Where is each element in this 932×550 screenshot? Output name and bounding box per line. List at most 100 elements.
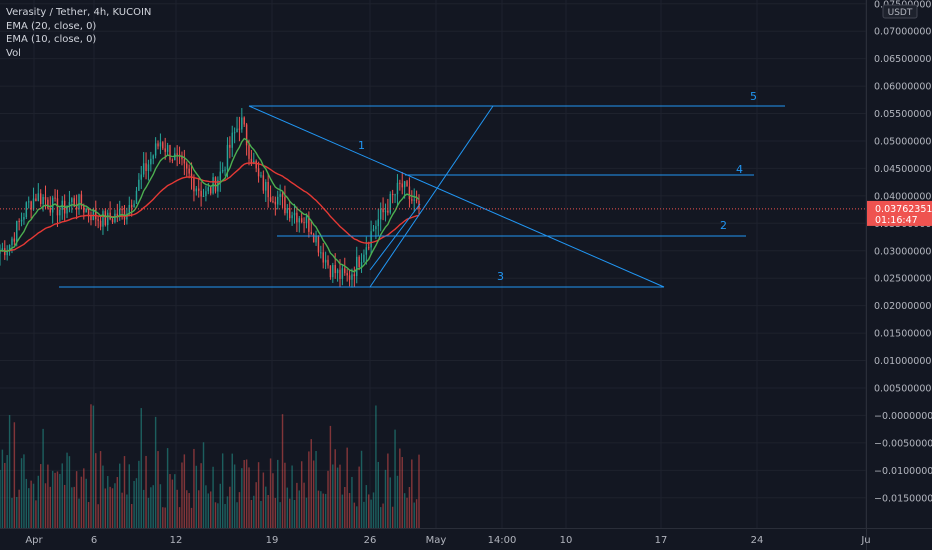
candle-body [97,219,99,221]
candle-body [339,269,341,279]
price-tick-label: 0.05000000 [874,136,931,147]
candle-body [284,196,286,214]
candle-body [281,194,284,197]
volume-bar [25,478,28,528]
volume-bar [391,506,394,528]
candle-body [47,199,49,208]
candle-body [111,219,114,223]
volume-bar [140,408,142,528]
candle-body [32,198,35,210]
price-tick-label: 0.04500000 [874,164,931,175]
time-axis[interactable]: Apr 6 12 19 26 May 14:00 10 17 24 Ju [25,535,870,546]
volume-bar [118,463,121,528]
indicator-volume[interactable]: Vol [6,47,21,59]
candle-body [78,194,80,210]
volume-bar [178,507,181,528]
drawings[interactable]: 1 2 3 4 5 [59,90,785,288]
volume-bar [408,486,411,528]
volume-bar [312,460,315,528]
volume-bar [322,493,324,528]
channel-lower[interactable] [369,203,421,271]
volume-bar [63,484,66,528]
volume-bar [243,460,245,528]
volume-bar [162,507,164,528]
candle-body [83,206,85,213]
current-price-badge [867,200,932,226]
candle-body [346,273,348,276]
candle-body [133,203,135,208]
volume-bar [315,450,317,528]
candle-body [44,196,47,200]
volume-bar [365,485,368,528]
channel-upper[interactable] [369,105,494,288]
volume-bar [49,486,51,528]
candle-body [387,210,389,213]
volume-bar [205,485,207,528]
candle-body [382,208,384,213]
volume-bar [111,488,114,528]
candle-body [248,145,250,159]
price-tick-label: 0.02500000 [874,274,931,285]
volume-bar [351,476,353,528]
candle-body [365,247,368,255]
time-tick-label: 12 [170,535,183,546]
candle-body [394,194,396,196]
currency-badge[interactable] [882,4,918,19]
volume-bar [85,478,87,528]
candle-body [59,209,61,216]
volume-bar [11,497,13,528]
time-tick-label: 6 [91,535,97,546]
volume-bar [186,490,188,528]
candle-body [54,197,56,199]
candle-body [243,117,245,125]
volume-bar [39,464,42,528]
volume-bar [372,492,375,528]
trendline-1[interactable] [248,105,665,288]
volume-bar [272,473,274,528]
ema10-line [0,137,420,273]
candle-body [360,262,363,268]
candle-body [272,201,274,203]
volume-bar [114,483,116,528]
candle-body [300,218,303,223]
volume-bar [344,486,346,528]
price-axis[interactable]: 0.075000000.070000000.065000000.06000000… [867,0,932,504]
volume-bar [145,455,147,528]
volume-bar [377,461,380,528]
candle-body [159,142,162,147]
volume-bar [18,489,20,528]
candle-body [164,148,166,152]
volume-bar [6,455,8,528]
indicator-ema20[interactable]: EMA (20, close, 0) [6,20,97,32]
candle-body [348,275,351,280]
time-tick-label: 19 [266,535,279,546]
volume-bar [123,456,126,528]
candle-body [99,220,102,227]
volume-bar [133,480,135,528]
volume-bar [30,480,32,528]
candle-body [154,143,157,156]
volume-bar [61,463,63,528]
candle-body [198,188,200,191]
volume-bar [221,453,224,528]
countdown-label: 01:16:47 [875,215,918,226]
volume-bar [35,500,37,528]
candle-body [11,238,13,245]
volume-bar [23,454,25,528]
volume-bar [42,428,44,528]
volume-bar [0,469,1,528]
volume-bar [286,487,289,528]
candle-body [286,208,289,214]
volume-bar [92,405,95,528]
volume-bars [0,404,420,528]
volume-bar [303,482,305,528]
volume-bar [66,452,68,528]
candle-body [176,153,178,155]
volume-bar [128,464,131,528]
volume-bar [336,467,339,528]
indicator-ema10[interactable]: EMA (10, close, 0) [6,34,97,45]
volume-bar [281,414,284,528]
candle-body [1,248,4,251]
